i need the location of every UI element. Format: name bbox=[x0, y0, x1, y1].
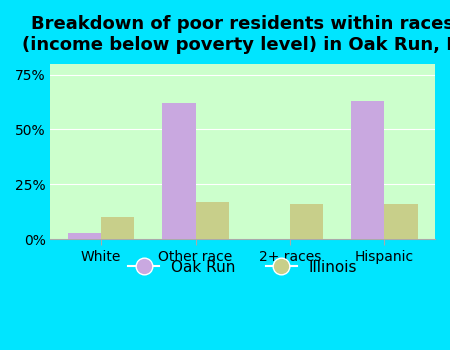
Title: Breakdown of poor residents within races
(income below poverty level) in Oak Run: Breakdown of poor residents within races… bbox=[22, 15, 450, 54]
Legend: Oak Run, Illinois: Oak Run, Illinois bbox=[122, 253, 363, 281]
Bar bbox=[351, 101, 384, 239]
Bar bbox=[384, 204, 418, 239]
Bar bbox=[162, 103, 195, 239]
Bar bbox=[101, 217, 134, 239]
Bar bbox=[68, 233, 101, 239]
Bar bbox=[195, 202, 229, 239]
Bar bbox=[290, 204, 323, 239]
